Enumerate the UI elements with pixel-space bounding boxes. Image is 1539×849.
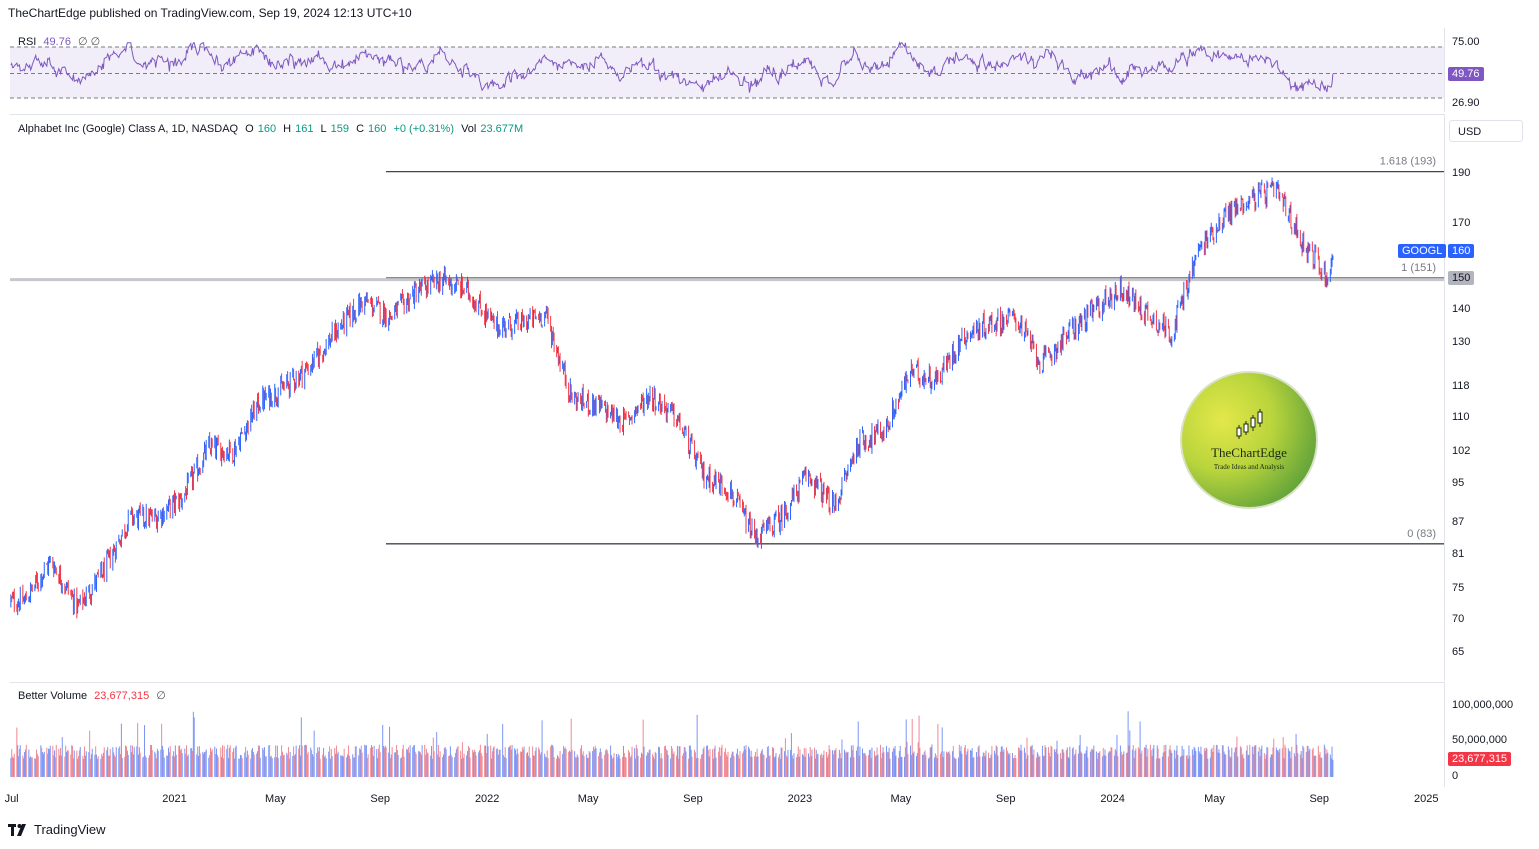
- time-axis-label: Sep: [370, 793, 390, 805]
- rsi-current-tag: 49.76: [1448, 67, 1484, 81]
- time-axis-label: 2024: [1100, 793, 1125, 805]
- candles-logo-icon: [1236, 409, 1263, 439]
- change-value: +0 (+0.31%): [393, 123, 454, 135]
- price-axis-label: 118: [1452, 379, 1470, 392]
- low-label: L: [320, 123, 327, 135]
- volume-label: Vol: [461, 123, 477, 135]
- ticker-price-tag: 160: [1448, 244, 1475, 258]
- price-axis-label: 190: [1452, 167, 1471, 179]
- low-value: 159: [330, 123, 350, 135]
- rsi-value: 49.76: [43, 36, 71, 48]
- time-axis-label: 2021: [162, 793, 187, 805]
- fib-level-label: 1 (151): [1401, 262, 1436, 274]
- open-label: O: [245, 123, 254, 135]
- rsi-params: ∅ ∅: [78, 36, 101, 48]
- time-axis-label: May: [265, 793, 286, 805]
- fib-level-label: 0 (83): [1407, 528, 1436, 540]
- main-chart-pane[interactable]: 1.618 (193) 1 (151) 0 (83) Alphabet Inc (G…: [10, 114, 1445, 681]
- price-axis-label: 70: [1452, 612, 1465, 625]
- volume-legend[interactable]: Better Volume 23,677,315 ∅: [18, 689, 170, 702]
- tradingview-logo-icon: [8, 823, 26, 836]
- volume-current-tag: 23,677,315: [1448, 752, 1512, 766]
- volume-indicator-value: 23,677,315: [94, 690, 150, 702]
- logo-title: TheChartEdge: [1211, 445, 1287, 460]
- volume-value: 23.677M: [480, 123, 524, 135]
- volume-plot: [10, 711, 1334, 777]
- price-axis-label: 65: [1452, 646, 1465, 658]
- high-label: H: [283, 123, 292, 135]
- publish-header: TheChartEdge published on TradingView.co…: [8, 6, 412, 20]
- price-plot: 1.618 (193) 1 (151) 0 (83): [10, 156, 1444, 619]
- tradingview-footer[interactable]: TradingView: [8, 822, 106, 837]
- price-axis-label: 75: [1452, 582, 1465, 595]
- volume-indicator-title: Better Volume: [18, 690, 88, 702]
- logo-subtitle: Trade Ideas and Analysis: [1213, 463, 1285, 471]
- close-label: C: [356, 123, 365, 135]
- symbol-title: Alphabet Inc (Google) Class A, 1D, NASDA…: [18, 123, 239, 135]
- price-axis-label: 170: [1452, 216, 1471, 229]
- volume-indicator-params: ∅: [156, 690, 166, 702]
- symbol-legend[interactable]: Alphabet Inc (Google) Class A, 1D, NASDA…: [18, 123, 527, 135]
- rsi-pane[interactable]: RSI 49.76 ∅ ∅: [10, 28, 1445, 112]
- fib-level-label: 1.618 (193): [1380, 156, 1436, 168]
- time-axis-label: Sep: [1309, 793, 1330, 805]
- volume-axis-0: 0: [1452, 770, 1459, 782]
- rsi-legend[interactable]: RSI 49.76 ∅ ∅: [18, 35, 104, 48]
- rsi-level-upper: 75.00: [1452, 36, 1480, 48]
- close-value: 160: [368, 123, 387, 135]
- price-axis-label: 95: [1452, 476, 1465, 489]
- volume-axis-100m: 100,000,000: [1452, 699, 1514, 711]
- time-axis-label: Sep: [995, 793, 1016, 805]
- price-axis-label: 140: [1452, 303, 1471, 316]
- time-axis-label: May: [890, 793, 912, 805]
- open-value: 160: [257, 123, 277, 135]
- time-axis-label: May: [577, 793, 599, 805]
- time-axis-label: 2022: [474, 793, 500, 805]
- time-axis-label: 2025: [1414, 793, 1439, 805]
- rsi-plot: [10, 41, 1444, 99]
- ticker-tag: GOOGL: [1398, 244, 1447, 258]
- currency-button[interactable]: USD: [1449, 120, 1523, 142]
- price-axis-label: 81: [1452, 547, 1465, 560]
- volume-pane[interactable]: Better Volume 23,677,315 ∅: [10, 682, 1445, 787]
- time-axis-label: Jul: [4, 793, 19, 805]
- price-axis-label: 110: [1452, 411, 1470, 424]
- volume-axis-50m: 50,000,000: [1452, 734, 1508, 746]
- high-value: 161: [295, 123, 314, 135]
- time-axis-label: Sep: [683, 793, 703, 805]
- thechartedge-logo: TheChartEdge Trade Ideas and Analysis: [1180, 371, 1318, 509]
- level-tag: 150: [1448, 271, 1475, 285]
- price-axis-label: 87: [1452, 515, 1465, 528]
- rsi-line: [10, 41, 1334, 93]
- ticker-tag-name: GOOGL: [1402, 245, 1443, 257]
- time-axis-label: May: [1204, 793, 1225, 805]
- footer-brand: TradingView: [34, 822, 106, 837]
- rsi-title: RSI: [18, 36, 37, 48]
- time-axis-label: 2023: [787, 793, 813, 805]
- price-axis-label: 102: [1452, 444, 1471, 457]
- rsi-level-lower: 26.90: [1452, 97, 1480, 109]
- price-axis-label: 130: [1452, 336, 1471, 349]
